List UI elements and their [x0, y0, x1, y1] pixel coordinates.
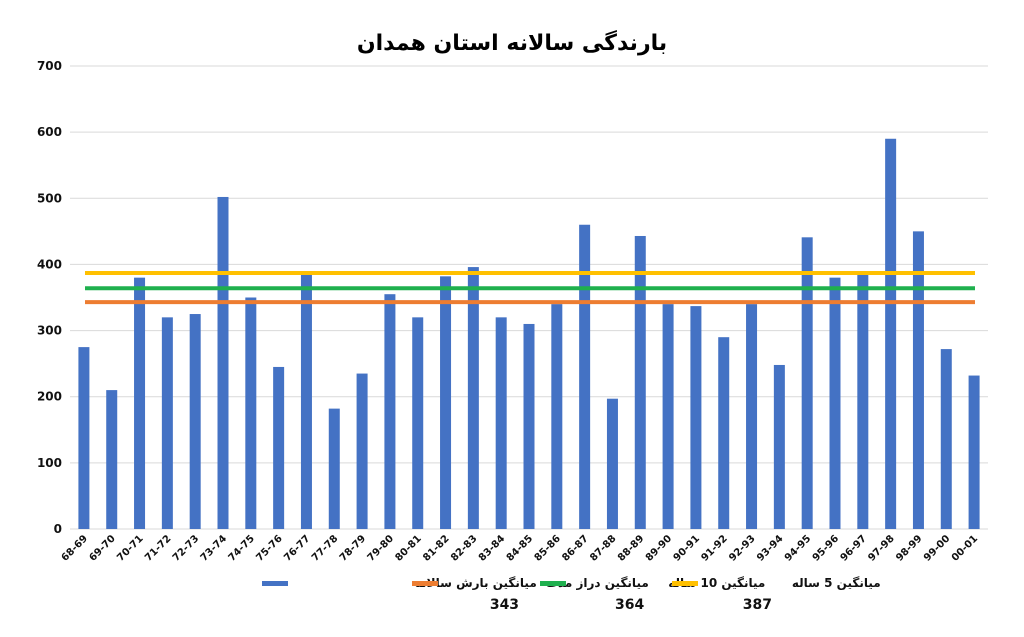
x-tick-label: 89-90 [644, 533, 674, 563]
legend-value: 343 [490, 597, 519, 613]
bar-87-88 [606, 398, 618, 529]
x-tick-label: 85-86 [533, 533, 563, 563]
legend-label: میانگین 5 ساله [792, 576, 881, 590]
x-tick-label: 92-93 [727, 533, 757, 563]
x-tick-label: 00-01 [950, 533, 980, 563]
legend: میانگین بارش سالانه میانگین دراز مدت343می… [262, 576, 881, 613]
y-tick-label: 300 [37, 324, 62, 338]
bar-68-69 [78, 347, 90, 529]
x-tick-label: 78-79 [338, 533, 368, 563]
x-tick-label: 74-75 [227, 533, 257, 563]
bar-92-93 [746, 304, 758, 529]
x-tick-label: 93-94 [755, 533, 785, 563]
bar-77-78 [328, 408, 340, 529]
legend-value: 364 [615, 597, 644, 613]
x-tick-label: 86-87 [560, 533, 590, 563]
x-tick-label: 69-70 [87, 533, 117, 563]
bar-99-00 [940, 349, 952, 529]
legend-swatch [262, 581, 288, 586]
y-tick-label: 700 [37, 59, 62, 73]
bar-72-73 [189, 314, 201, 529]
bar-80-81 [412, 317, 424, 529]
bar-84-85 [523, 323, 535, 529]
x-tick-label: 94-95 [783, 533, 813, 563]
x-tick-label: 71-72 [143, 533, 173, 563]
bar-90-91 [690, 306, 702, 529]
bar-78-79 [356, 373, 368, 529]
bar-71-72 [161, 317, 173, 529]
legend-value: 387 [743, 597, 772, 613]
legend-swatch [672, 581, 698, 586]
y-tick-label: 0 [54, 522, 62, 536]
y-tick-label: 500 [37, 191, 62, 205]
x-tick-label: 82-83 [449, 533, 479, 563]
bar-89-90 [662, 304, 674, 529]
bars-layer [78, 138, 980, 530]
y-tick-label: 600 [37, 125, 62, 139]
bar-75-76 [273, 366, 285, 529]
bar-93-94 [773, 364, 785, 529]
legend-item-1: میانگین بارش سالانه [262, 576, 537, 590]
x-tick-label: 91-92 [699, 533, 729, 563]
x-tick-label: 68-69 [60, 533, 90, 563]
bar-97-98 [885, 138, 897, 529]
reference-lines-layer [85, 271, 975, 305]
x-tick-label: 77-78 [310, 533, 340, 563]
bar-88-89 [634, 235, 646, 530]
bar-83-84 [495, 317, 507, 529]
chart-title: بارندگی سالانه استان همدان [357, 29, 667, 56]
bar-98-99 [912, 231, 924, 529]
x-tick-label: 84-85 [505, 533, 535, 563]
x-tick-label: 96-97 [839, 533, 869, 563]
y-tick-label: 400 [37, 257, 62, 271]
bar-69-70 [106, 390, 118, 529]
x-tick-label: 80-81 [393, 533, 423, 563]
x-tick-label: 79-80 [366, 533, 396, 563]
bar-76-77 [300, 274, 312, 529]
legend-label: میانگین بارش سالانه [415, 576, 537, 590]
x-tick-label: 88-89 [616, 533, 646, 563]
legend-label: میانگین دراز مدت [546, 576, 649, 590]
bar-82-83 [467, 267, 479, 529]
x-tick-label: 72-73 [171, 533, 201, 563]
x-tick-label: 97-98 [866, 533, 896, 563]
bar-74-75 [245, 297, 257, 529]
bar-95-96 [829, 277, 841, 529]
legend-swatch [540, 581, 566, 586]
x-tick-label: 90-91 [672, 533, 702, 563]
y-tick-label: 200 [37, 390, 62, 404]
x-tick-label: 73-74 [199, 533, 229, 563]
bar-96-97 [857, 274, 869, 529]
x-tick-label: 75-76 [254, 533, 284, 563]
x-tick-label: 87-88 [588, 533, 618, 563]
x-tick-label: 99-00 [922, 533, 952, 563]
bar-79-80 [384, 294, 396, 529]
bar-85-86 [551, 304, 563, 529]
legend-item-3: میانگین 10 ساله 364 [540, 576, 765, 613]
x-axis-ticks: 68-6969-7070-7171-7272-7373-7474-7575-76… [60, 533, 981, 563]
x-tick-label: 70-71 [115, 533, 145, 563]
x-tick-label: 83-84 [477, 533, 507, 563]
bar-81-82 [440, 276, 452, 529]
x-tick-label: 98-99 [894, 533, 924, 563]
bar-94-95 [801, 237, 813, 529]
x-tick-label: 95-96 [811, 533, 841, 563]
x-tick-label: 81-82 [421, 533, 451, 563]
bar-00-01 [968, 375, 980, 529]
legend-swatch [412, 581, 438, 586]
bar-91-92 [718, 337, 730, 529]
bar-70-71 [134, 277, 146, 529]
legend-item-4: میانگین 5 ساله 387 [672, 576, 881, 613]
legend-item-2: میانگین دراز مدت 343 [412, 576, 649, 613]
bar-73-74 [217, 196, 229, 529]
legend-label: میانگین 10 ساله [668, 576, 765, 590]
y-axis-ticks: 0 100 200 300 400 500 600 700 [37, 59, 62, 536]
y-tick-label: 100 [37, 456, 62, 470]
x-tick-label: 76-77 [282, 533, 312, 563]
bar-86-87 [579, 224, 591, 529]
